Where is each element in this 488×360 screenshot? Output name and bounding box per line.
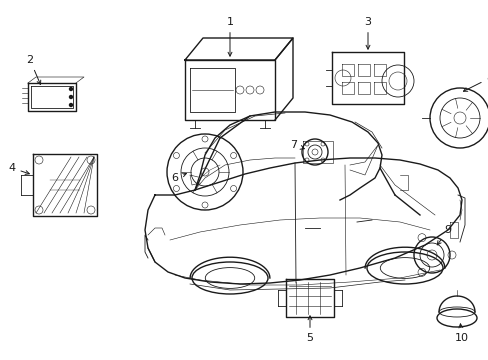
Text: 7: 7 (290, 140, 304, 150)
Text: 9: 9 (436, 225, 450, 245)
Text: 2: 2 (26, 55, 41, 85)
Text: 3: 3 (364, 17, 371, 49)
Text: 8: 8 (463, 73, 488, 91)
Circle shape (69, 104, 72, 107)
Text: 1: 1 (226, 17, 233, 56)
Text: 6: 6 (171, 173, 186, 183)
Circle shape (69, 87, 72, 90)
Text: 10: 10 (454, 324, 468, 343)
Circle shape (69, 95, 72, 99)
Text: 5: 5 (306, 316, 313, 343)
Text: 4: 4 (8, 163, 29, 174)
